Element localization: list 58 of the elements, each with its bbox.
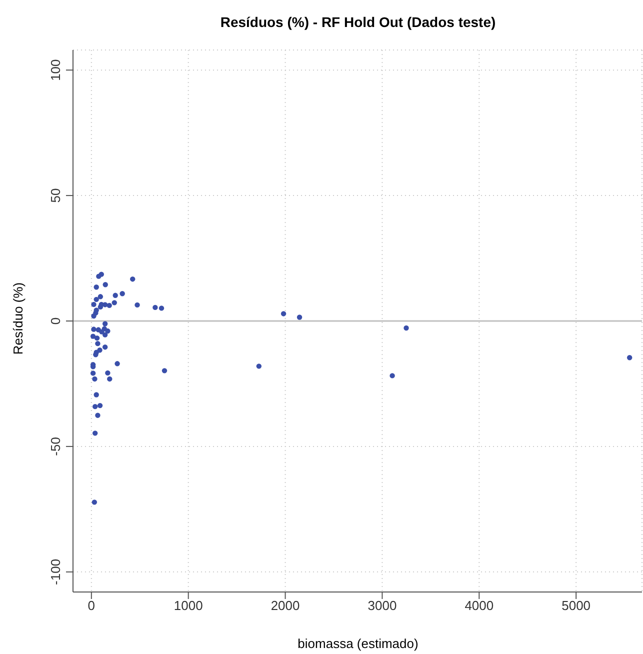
point [158,306,164,311]
point [98,294,104,300]
x-axis-title: biomassa (estimado) [296,636,420,651]
point [105,370,110,376]
point [92,430,98,436]
point [390,373,395,378]
y-axis-title: Resíduo (%) [10,281,26,357]
x-tick-label: 0 [88,598,96,614]
point [92,376,98,382]
point [93,352,98,358]
point [404,325,409,331]
point [94,284,99,290]
point [102,321,108,326]
point [106,302,112,308]
point [92,500,98,505]
y-tick-label: 50 [48,188,63,203]
x-tick-label: 1000 [174,598,203,614]
point [134,302,140,308]
point [91,313,96,319]
point [94,296,99,302]
point [94,392,99,398]
point [105,328,110,334]
point [99,329,104,334]
point [91,326,96,332]
point [92,404,98,410]
point [102,332,108,338]
chart-title: Resíduos (%) - RF Hold Out (Dados teste) [219,14,497,30]
x-tick-label: 5000 [562,598,591,614]
point [256,364,262,369]
point [280,311,286,316]
y-tick-label: 0 [48,317,63,325]
point [114,361,120,366]
point [112,292,118,298]
y-tick-label: -50 [48,437,63,456]
x-tick-label: 4000 [464,598,494,614]
point [95,340,100,346]
point [102,344,108,350]
point [98,304,104,310]
point [296,314,302,320]
x-tick-label: 2000 [270,598,300,614]
point [97,402,103,408]
point [102,282,108,288]
point [120,291,125,296]
point [90,334,96,339]
point [94,335,100,341]
point [162,368,168,374]
point [152,304,158,310]
y-tick-label: 100 [48,59,63,81]
point [112,300,117,306]
point [90,370,96,376]
point [91,302,96,308]
point [95,412,100,418]
point [130,276,136,282]
point [107,376,112,382]
x-tick-label: 3000 [368,598,397,614]
y-tick-label: -100 [48,558,63,585]
point [96,274,102,279]
point [626,355,632,360]
